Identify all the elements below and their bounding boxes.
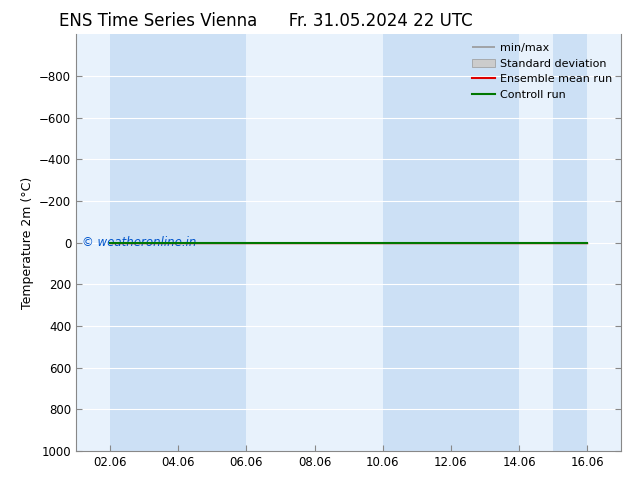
Text: © weatheronline.in: © weatheronline.in — [82, 236, 196, 249]
Bar — [383, 34, 451, 451]
Bar — [178, 34, 247, 451]
Y-axis label: Temperature 2m (°C): Temperature 2m (°C) — [20, 176, 34, 309]
Legend: min/max, Standard deviation, Ensemble mean run, Controll run: min/max, Standard deviation, Ensemble me… — [469, 40, 616, 103]
Bar — [110, 34, 178, 451]
Bar — [451, 34, 519, 451]
Text: ENS Time Series Vienna      Fr. 31.05.2024 22 UTC: ENS Time Series Vienna Fr. 31.05.2024 22… — [60, 12, 473, 30]
Bar — [553, 34, 587, 451]
